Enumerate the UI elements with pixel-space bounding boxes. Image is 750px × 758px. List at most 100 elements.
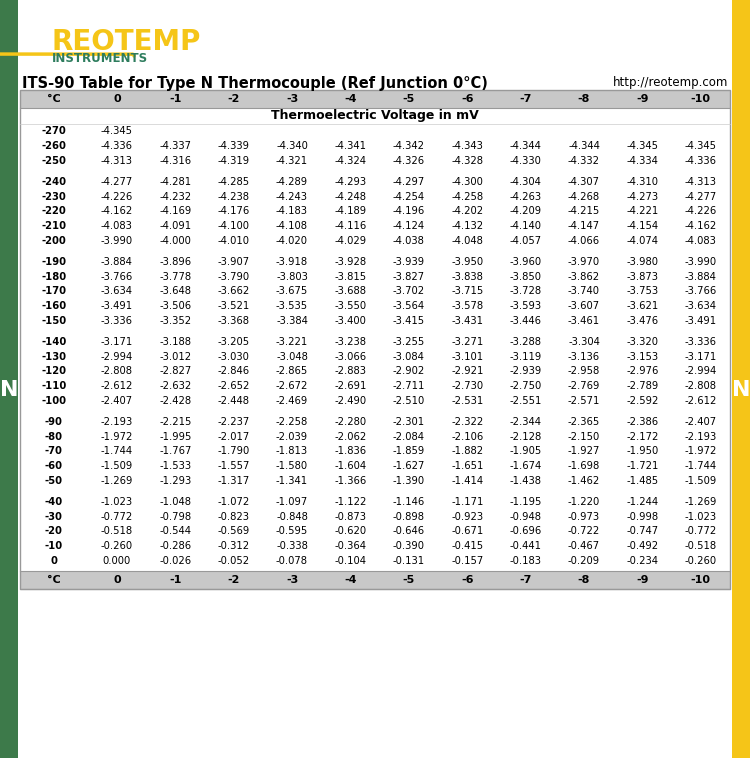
Text: -1.698: -1.698 (568, 461, 600, 471)
Text: -4.162: -4.162 (685, 221, 717, 231)
Text: -3.384: -3.384 (276, 316, 308, 326)
Text: -3.884: -3.884 (685, 271, 717, 282)
Text: REOTEMP: REOTEMP (52, 28, 201, 56)
Text: -4.285: -4.285 (217, 177, 250, 186)
Text: -3.850: -3.850 (509, 271, 542, 282)
Text: -0.104: -0.104 (334, 556, 367, 566)
Text: -3.728: -3.728 (509, 287, 542, 296)
Text: -2.769: -2.769 (568, 381, 600, 391)
Text: -3.621: -3.621 (626, 301, 658, 312)
Bar (20, 572, 730, 590)
Text: -1.813: -1.813 (276, 446, 308, 456)
Text: -4.124: -4.124 (393, 221, 424, 231)
Text: -4.345: -4.345 (626, 141, 658, 151)
Text: -2.551: -2.551 (509, 396, 542, 406)
Text: -1.146: -1.146 (393, 496, 425, 507)
Text: -3.564: -3.564 (393, 301, 424, 312)
Text: -0.260: -0.260 (100, 541, 133, 551)
Text: -2.344: -2.344 (509, 417, 542, 427)
Text: -2.921: -2.921 (451, 366, 484, 377)
Text: -0.646: -0.646 (393, 526, 424, 537)
Text: -1.366: -1.366 (334, 476, 367, 486)
Text: -8: -8 (578, 575, 590, 585)
Text: -4.316: -4.316 (159, 156, 191, 166)
Text: -2.827: -2.827 (159, 366, 191, 377)
Text: -270: -270 (41, 127, 66, 136)
Text: -3.766: -3.766 (685, 287, 717, 296)
Text: -2.846: -2.846 (217, 366, 250, 377)
Text: -3: -3 (286, 94, 298, 104)
Text: -3.048: -3.048 (276, 352, 308, 362)
Text: -1.048: -1.048 (159, 496, 191, 507)
Text: -2.592: -2.592 (626, 396, 658, 406)
Text: -3.221: -3.221 (276, 337, 308, 347)
Text: -1.927: -1.927 (568, 446, 600, 456)
Text: -1.122: -1.122 (334, 496, 367, 507)
Text: -0.873: -0.873 (334, 512, 367, 522)
Text: -7: -7 (520, 575, 532, 585)
Text: -4: -4 (344, 94, 357, 104)
Text: -2.531: -2.531 (451, 396, 483, 406)
Text: -0.973: -0.973 (568, 512, 600, 522)
Text: -2.510: -2.510 (393, 396, 425, 406)
Text: -3.815: -3.815 (334, 271, 367, 282)
Text: -1.195: -1.195 (509, 496, 542, 507)
Text: -1.604: -1.604 (334, 461, 367, 471)
Text: http://reotemp.com: http://reotemp.com (613, 76, 728, 89)
Text: -3.918: -3.918 (276, 257, 308, 267)
Text: -150: -150 (41, 316, 66, 326)
Text: -3.461: -3.461 (568, 316, 600, 326)
Text: -120: -120 (41, 366, 66, 377)
Text: -2.172: -2.172 (626, 431, 658, 442)
Text: -4.341: -4.341 (334, 141, 367, 151)
Text: -2.994: -2.994 (685, 366, 717, 377)
Text: -1.859: -1.859 (393, 446, 425, 456)
Text: N: N (732, 380, 750, 400)
Text: -3.884: -3.884 (101, 257, 133, 267)
Text: -2.902: -2.902 (393, 366, 425, 377)
Text: -1.341: -1.341 (276, 476, 308, 486)
Text: -0.157: -0.157 (451, 556, 483, 566)
Text: -1.767: -1.767 (159, 446, 191, 456)
Text: -160: -160 (41, 301, 66, 312)
Text: -4.326: -4.326 (393, 156, 424, 166)
Text: -3.688: -3.688 (334, 287, 367, 296)
Text: -0.364: -0.364 (334, 541, 367, 551)
Text: -0.772: -0.772 (100, 512, 133, 522)
Text: -190: -190 (41, 257, 66, 267)
Text: -3.648: -3.648 (159, 287, 191, 296)
Text: -20: -20 (45, 526, 63, 537)
Text: -250: -250 (41, 156, 66, 166)
Text: -1.627: -1.627 (392, 461, 425, 471)
Text: -5: -5 (403, 575, 415, 585)
Text: -0.052: -0.052 (217, 556, 250, 566)
Text: -1.580: -1.580 (276, 461, 308, 471)
Text: -3.320: -3.320 (626, 337, 658, 347)
Text: -3.803: -3.803 (276, 271, 308, 282)
Text: -3.336: -3.336 (100, 316, 133, 326)
Text: -4.313: -4.313 (100, 156, 133, 166)
Text: -4.100: -4.100 (217, 221, 250, 231)
Text: -0.026: -0.026 (159, 556, 191, 566)
Text: -4.330: -4.330 (510, 156, 542, 166)
Text: -1.269: -1.269 (685, 496, 717, 507)
Text: -6: -6 (461, 94, 473, 104)
Text: -230: -230 (41, 192, 66, 202)
Text: -3.578: -3.578 (452, 301, 483, 312)
Text: -1.462: -1.462 (568, 476, 600, 486)
Text: -2.808: -2.808 (685, 381, 717, 391)
Text: -0.209: -0.209 (568, 556, 600, 566)
Text: -2.865: -2.865 (276, 366, 308, 377)
Text: -3.153: -3.153 (626, 352, 658, 362)
Text: -3.766: -3.766 (100, 271, 133, 282)
Text: -1.171: -1.171 (451, 496, 484, 507)
Text: -4.066: -4.066 (568, 236, 600, 246)
Text: -4.293: -4.293 (334, 177, 367, 186)
Text: -0.671: -0.671 (451, 526, 483, 537)
Text: -0.441: -0.441 (509, 541, 542, 551)
Text: -1.220: -1.220 (568, 496, 600, 507)
Text: -2.490: -2.490 (334, 396, 367, 406)
Text: 0: 0 (113, 575, 121, 585)
Text: -1.485: -1.485 (626, 476, 658, 486)
Text: INSTRUMENTS: INSTRUMENTS (52, 52, 148, 65)
